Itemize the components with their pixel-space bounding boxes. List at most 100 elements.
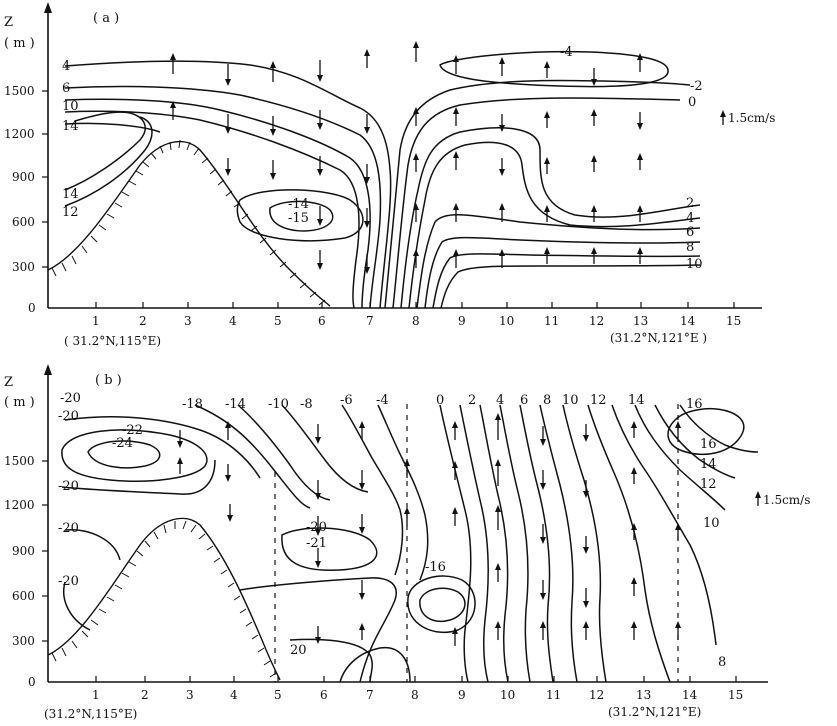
panel-a-contour-labels: 4 6 10 14 14 12 -14 -15 -4 -2 0 2 4 6 8 … [62, 45, 703, 272]
panel-a-ytick-1200: 1200 [4, 127, 35, 141]
panel-a-ytick-600: 600 [12, 215, 35, 229]
panel-b-contour-label: -8 [300, 397, 313, 412]
panel-b-y-arrowhead [44, 364, 52, 375]
panel-b-contour-label: -14 [225, 397, 246, 412]
panel-a-axis-unit: ( m ) [4, 36, 35, 51]
panel-a-contour-label: 14 [62, 187, 79, 202]
panel-a-contour-label: 0 [688, 95, 696, 110]
panel-a-ytick-900: 900 [12, 170, 35, 184]
panel-b-contour-label: -20 [58, 521, 79, 536]
panel-b-ytick-300: 300 [12, 634, 35, 648]
panel-a-contour-label: 8 [686, 240, 694, 255]
panel-b-xtick-4: 4 [230, 688, 238, 702]
panel-a-xtick-10: 10 [499, 314, 514, 328]
panel-a-contour-label: 12 [62, 205, 79, 220]
panel-a: ( a ) Z ( m ) 1500 1200 900 600 300 0 [4, 2, 775, 348]
panel-b-xtick-8: 8 [411, 688, 419, 702]
panel-b-contour-label: -18 [182, 397, 203, 412]
panel-b-contour-label: 12 [700, 477, 717, 492]
panel-b-axis-unit: ( m ) [4, 395, 35, 410]
panel-a-scale-label: 1.5cm/s [728, 111, 775, 125]
panel-b-xtick-3: 3 [186, 688, 194, 702]
panel-a-xtick-14: 14 [680, 314, 696, 328]
panel-b-xtick-5: 5 [274, 688, 282, 702]
panel-b-terrain-hatching [51, 520, 277, 678]
panel-a-contour-label: 6 [686, 225, 694, 240]
panel-a-xtick-4: 4 [229, 314, 237, 328]
panel-b-xtick-1: 1 [92, 688, 100, 702]
panel-b-contour-label: 0 [436, 393, 444, 408]
panel-b-right-location: (31.2°N,121°E) [608, 705, 701, 719]
panel-b-contour-label: -20 [58, 409, 79, 424]
panel-a-xtick-13: 13 [633, 314, 648, 328]
panel-b-isolines [61, 404, 759, 683]
panel-b-xtick-13: 13 [636, 688, 651, 702]
panel-b-contour-label: 8 [543, 393, 551, 408]
panel-b-xtick-6: 6 [320, 688, 328, 702]
panel-b-scale-label: 1.5cm/s [763, 493, 810, 507]
panel-a-isolines [64, 50, 701, 309]
panel-a-contour-label: 6 [62, 81, 70, 96]
panel-b-xtick-2: 2 [141, 688, 149, 702]
panel-a-contour-label: -15 [288, 211, 309, 226]
panel-a-xtick-9: 9 [458, 314, 466, 328]
panel-b-contour-label: -16 [425, 560, 446, 575]
panel-b-contour-label: 6 [520, 393, 528, 408]
panel-a-xtick-5: 5 [274, 314, 282, 328]
panel-a-right-location: (31.2°N,121°E ) [610, 331, 707, 345]
panel-a-contour-label: -4 [560, 45, 573, 60]
panel-b-terrain [47, 517, 281, 681]
panel-a-label: ( a ) [93, 11, 119, 26]
panel-b-contour-label: 16 [686, 397, 703, 412]
panel-b-contour-label: -24 [112, 436, 133, 451]
panel-a-xtick-7: 7 [366, 314, 374, 328]
panel-b-xtick-12: 12 [589, 688, 604, 702]
panel-b-contour-label: -10 [268, 397, 289, 412]
panel-b-xtick-15: 15 [728, 688, 743, 702]
panel-a-contour-label: 14 [62, 119, 79, 134]
panel-a-xtick-3: 3 [184, 314, 192, 328]
panel-a-contour-label: 10 [686, 257, 703, 272]
panel-a-ytick-0: 0 [28, 301, 36, 315]
panel-a-x-ticks: 1 2 3 4 5 6 7 8 9 10 11 12 13 14 15 [92, 302, 741, 328]
panel-b-contour-label: -22 [122, 423, 143, 438]
panel-a-terrain [47, 139, 331, 307]
panel-b-contour-label: 10 [562, 393, 579, 408]
panel-a-xtick-1: 1 [92, 314, 100, 328]
panel-b-ytick-1200: 1200 [4, 498, 35, 512]
panel-a-scale-arrow: 1.5cm/s [720, 110, 775, 125]
panel-b-contour-label: 4 [496, 393, 504, 408]
panel-b-xtick-14: 14 [682, 688, 698, 702]
panel-a-contour-label: -14 [288, 197, 309, 212]
panel-a-axis-z: Z [4, 15, 13, 30]
panel-a-y-arrowhead [44, 2, 52, 13]
panel-a-wind-arrows [170, 41, 643, 274]
panel-b-contour-label: 20 [290, 643, 307, 658]
panel-b-wind-arrows [177, 413, 681, 646]
panel-a-xtick-15: 15 [726, 314, 741, 328]
panel-b-left-location: (31.2°N,115°E) [44, 707, 137, 721]
panel-b-x-ticks: 1 2 3 4 5 6 7 8 9 10 11 12 13 14 15 [92, 676, 743, 702]
panel-a-ytick-300: 300 [12, 260, 35, 274]
panel-b-contour-label: 2 [468, 393, 476, 408]
panel-b-contour-label: 16 [700, 437, 717, 452]
panel-a-xtick-8: 8 [412, 314, 420, 328]
panel-b-ytick-0: 0 [28, 675, 36, 689]
panel-b-scale-arrow: 1.5cm/s [755, 491, 810, 507]
panel-b-contour-label: 14 [628, 393, 645, 408]
panel-b-ytick-1500: 1500 [4, 454, 35, 468]
panel-b-contour-label: -4 [376, 393, 389, 408]
panel-b-contour-label: -20 [60, 391, 81, 406]
panel-a-ytick-1500: 1500 [4, 84, 35, 98]
panel-a-contour-label: 4 [686, 211, 694, 226]
panel-a-contour-label: 2 [686, 196, 694, 211]
panel-b-ytick-600: 600 [12, 589, 35, 603]
panel-b-xtick-11: 11 [546, 688, 561, 702]
panel-a-y-ticks: 1500 1200 900 600 300 0 [4, 84, 48, 315]
panel-b: ( b ) Z ( m ) 1500 1200 900 600 300 0 [4, 364, 810, 721]
panel-b-contour-label: -20 [306, 520, 327, 535]
panel-b-xtick-10: 10 [500, 688, 515, 702]
panel-a-xtick-2: 2 [139, 314, 147, 328]
panel-a-left-location: ( 31.2°N,115°E) [64, 334, 161, 348]
panel-b-contour-label: -20 [58, 479, 79, 494]
